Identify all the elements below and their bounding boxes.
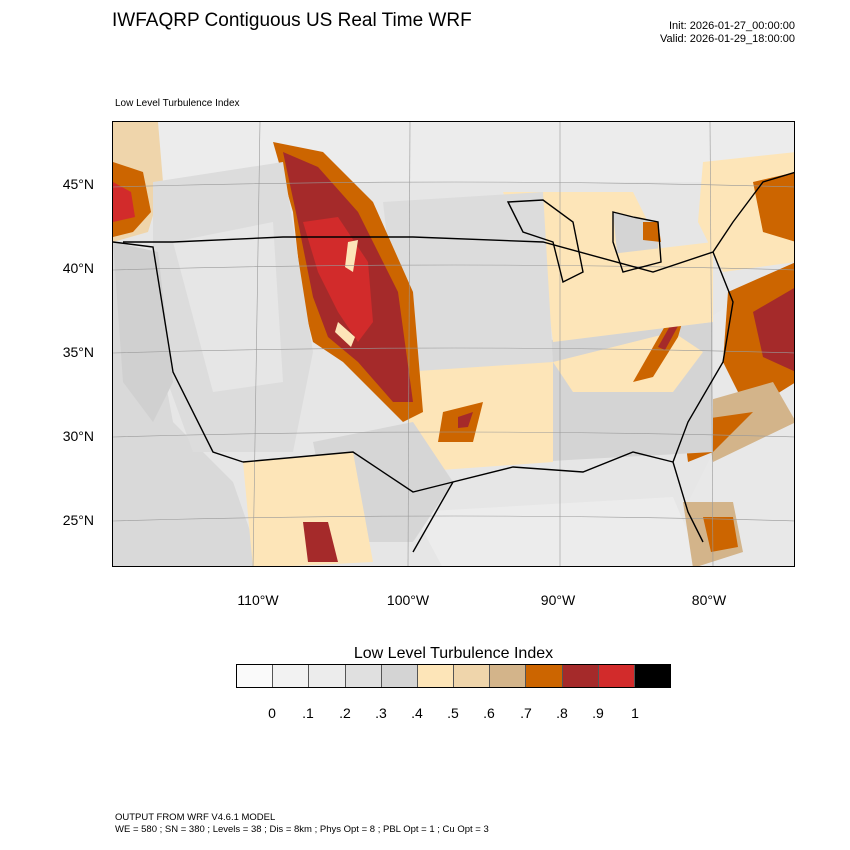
colorbar-tick-label: .7 bbox=[520, 705, 532, 721]
lat-label-25n: 25°N bbox=[62, 512, 94, 528]
colorbar-tick-label: .6 bbox=[483, 705, 495, 721]
coastlines-borders bbox=[113, 171, 794, 553]
colorbar-tick-label: .4 bbox=[411, 705, 423, 721]
colorbar-tick-label: .8 bbox=[556, 705, 568, 721]
colorbar-swatch bbox=[237, 665, 274, 687]
colorbar-tick-label: .2 bbox=[339, 705, 351, 721]
colorbar-swatch bbox=[598, 665, 635, 687]
model-footer-line2: WE = 580 ; SN = 380 ; Levels = 38 ; Dis … bbox=[115, 824, 489, 835]
colorbar-swatch bbox=[526, 665, 563, 687]
colorbar-tick-label: .3 bbox=[375, 705, 387, 721]
colorbar-tick-label: .1 bbox=[302, 705, 314, 721]
colorbar-swatch bbox=[417, 665, 455, 687]
colorbar-tick-label: .9 bbox=[592, 705, 604, 721]
colorbar-swatch bbox=[454, 665, 491, 687]
colorbar-swatch bbox=[381, 665, 418, 687]
colorbar-swatch bbox=[345, 665, 382, 687]
map-panel bbox=[112, 121, 795, 567]
lat-label-40n: 40°N bbox=[62, 260, 94, 276]
lon-label-100w: 100°W bbox=[386, 592, 430, 608]
colorbar-title: Low Level Turbulence Index bbox=[353, 645, 554, 662]
chart-title: IWFAQRP Contiguous US Real Time WRF bbox=[112, 10, 472, 31]
colorbar-tick-label: 1 bbox=[631, 705, 639, 721]
lon-label-80w: 80°W bbox=[691, 592, 727, 608]
colorbar-swatch bbox=[634, 665, 671, 687]
gulf-of-mexico bbox=[413, 497, 703, 566]
california-coast bbox=[113, 242, 173, 422]
lat-label-35n: 35°N bbox=[62, 344, 94, 360]
turbulence-map bbox=[113, 122, 794, 566]
graticule bbox=[113, 122, 794, 566]
field-subtitle: Low Level Turbulence Index bbox=[115, 98, 240, 109]
lat-label-45n: 45°N bbox=[62, 176, 94, 192]
colorbar-swatch bbox=[309, 665, 346, 687]
lon-label-90w: 90°W bbox=[540, 592, 576, 608]
colorbar-swatch bbox=[490, 665, 527, 687]
lon-label-110w: 110°W bbox=[237, 592, 279, 608]
colorbar-tick-label: 0 bbox=[268, 705, 276, 721]
valid-time: Valid: 2026-01-29_18:00:00 bbox=[660, 33, 795, 45]
init-time: Init: 2026-01-27_00:00:00 bbox=[669, 20, 795, 32]
mexico-interior bbox=[243, 452, 373, 566]
lat-label-30n: 30°N bbox=[62, 428, 94, 444]
model-footer-line1: OUTPUT FROM WRF V4.6.1 MODEL bbox=[115, 812, 276, 823]
colorbar-swatch bbox=[273, 665, 310, 687]
colorbar-swatch bbox=[562, 665, 599, 687]
colorbar-tick-label: .5 bbox=[447, 705, 459, 721]
colorbar bbox=[236, 664, 671, 688]
